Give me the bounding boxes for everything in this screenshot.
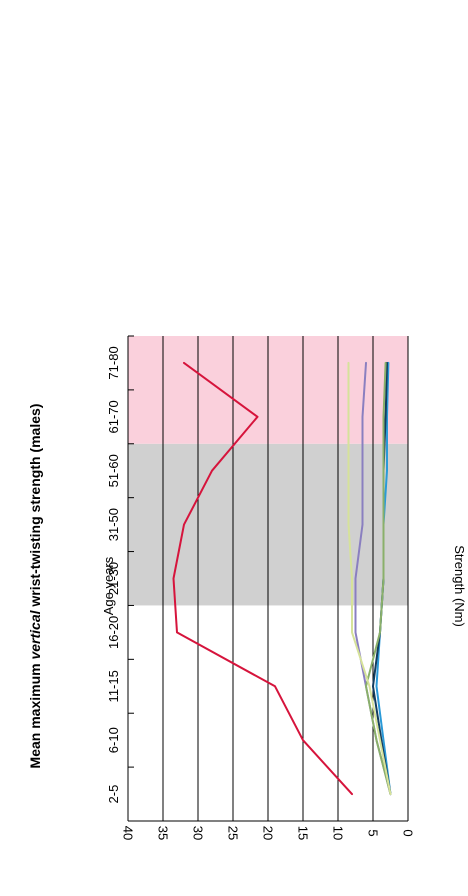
y-tick-label-5: 5 — [366, 829, 381, 836]
y-tick-label-15: 15 — [296, 826, 311, 840]
x-tick-label-21-30: 21-30 — [106, 562, 121, 595]
y-tick-label-10: 10 — [331, 826, 346, 840]
x-tick-label-61-70: 61-70 — [106, 400, 121, 433]
x-tick-label-31-50: 31-50 — [106, 508, 121, 541]
chart-title-suffix: wrist-twisting strength (males) — [27, 404, 43, 611]
y-tick-label-40: 40 — [121, 826, 136, 840]
x-tick-label-2-5: 2-5 — [106, 785, 121, 804]
series-line-butterfly-nut — [365, 361, 392, 796]
y-tick-label-30: 30 — [191, 826, 206, 840]
y-tick-label-0: 0 — [401, 829, 416, 836]
y-tick-label-25: 25 — [226, 826, 241, 840]
chart-title: Mean maximum vertical wrist-twisting str… — [27, 404, 43, 769]
y-tick-label-20: 20 — [261, 826, 276, 840]
x-tick-label-71-80: 71-80 — [106, 346, 121, 379]
chart-title-emphasis: vertical — [27, 609, 43, 659]
x-tick-label-16-20: 16-20 — [106, 616, 121, 649]
y-tick-label-35: 35 — [156, 826, 171, 840]
series-line-door-lever — [172, 361, 353, 796]
chart-title-prefix: Mean maximum — [27, 660, 43, 769]
x-tick-label-11-15: 11-15 — [106, 670, 121, 702]
x-axis-title: Age years — [101, 556, 116, 615]
x-tick-label-51-60: 51-60 — [106, 454, 121, 487]
x-tick-label-6-10: 6-10 — [106, 727, 121, 753]
series-line-tap — [347, 361, 392, 796]
y-axis-title: Strength (Nm) — [452, 545, 467, 627]
